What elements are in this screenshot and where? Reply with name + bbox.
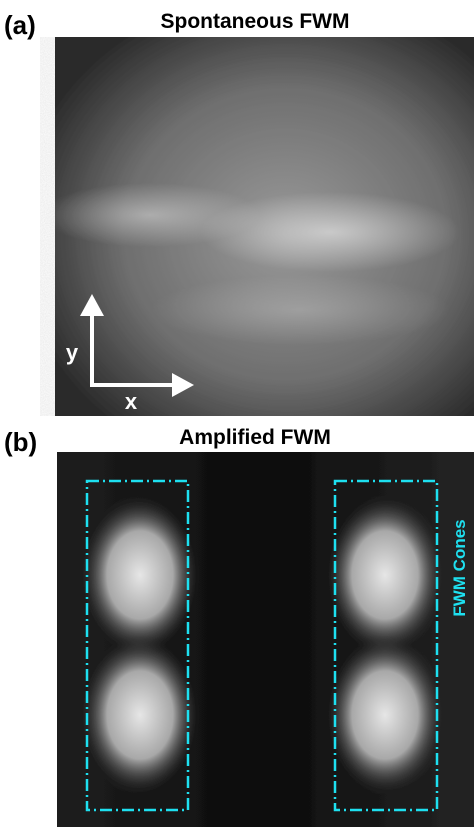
panel-title: Spontaneous FWM (161, 10, 350, 33)
figure: (a) Spontaneous FWM y x (b) Amplified FW… (0, 0, 474, 827)
axis-label-y: y (66, 340, 79, 365)
image-b (57, 452, 474, 827)
panel-title: Amplified FWM (179, 426, 331, 449)
image-a (40, 37, 474, 416)
panel-label: (b) (4, 427, 37, 457)
axis-label-x: x (125, 389, 138, 414)
annotation: FWM Cones (450, 519, 469, 616)
panel-label: (a) (4, 10, 36, 40)
